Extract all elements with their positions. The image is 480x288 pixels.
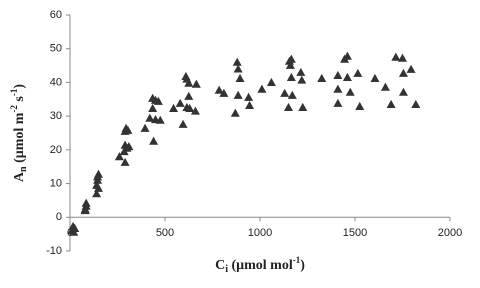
scatter-point: [178, 119, 188, 128]
label-part: (μmol mol: [228, 258, 293, 273]
scatter-point: [114, 152, 124, 161]
label-sup: -1: [293, 255, 301, 265]
scatter-point: [80, 204, 90, 213]
scatter-point: [184, 78, 194, 87]
scatter-point: [411, 99, 421, 108]
scatter-point: [219, 88, 229, 97]
label-part: s: [12, 96, 27, 106]
label-sup: -1: [9, 88, 19, 96]
y-tick-label: -10: [46, 245, 62, 257]
label-part: C: [215, 258, 225, 273]
scatter-point: [406, 64, 416, 73]
scatter-point: [285, 60, 295, 69]
scatter-point: [94, 183, 103, 192]
label-sup: -2: [9, 105, 19, 113]
x-tick-label: 1000: [248, 227, 272, 239]
scatter-point: [233, 64, 243, 73]
scatter-point: [398, 53, 407, 62]
y-tick-label: 60: [50, 9, 62, 21]
scatter-point: [93, 175, 103, 184]
scatter-point: [214, 85, 224, 94]
scatter-point: [120, 157, 130, 166]
y-tick-label: 10: [50, 177, 62, 189]
scatter-point: [94, 169, 103, 178]
label-sub: n: [18, 166, 29, 172]
scatter-point: [317, 73, 327, 82]
label-part: A: [12, 171, 27, 182]
scatter-point: [257, 84, 267, 93]
scatter-point: [169, 103, 179, 112]
scatter-point: [149, 136, 159, 145]
scatter-point: [232, 57, 242, 66]
scatter-point: [398, 68, 408, 77]
scatter-point: [81, 198, 91, 207]
scatter-point: [398, 87, 408, 96]
scatter-point: [284, 102, 293, 111]
scatter-point: [345, 87, 355, 96]
scatter-point: [185, 103, 195, 112]
scatter-point: [175, 98, 185, 107]
scatter-point: [235, 73, 245, 82]
scatter-point: [296, 67, 306, 76]
scatter-point: [245, 100, 255, 109]
scatter-point: [287, 90, 297, 99]
scatter-point: [342, 51, 352, 60]
scatter-point: [184, 91, 194, 100]
scatter-point: [286, 72, 296, 81]
y-tick-label: 0: [56, 211, 62, 223]
y-tick-label: 20: [50, 144, 62, 156]
scatter-point: [353, 68, 363, 77]
label-part: ): [12, 84, 27, 89]
label-part: (μmol m: [12, 112, 27, 166]
scatter-point: [342, 72, 352, 81]
scatter-point: [190, 106, 200, 115]
x-tick-label: 500: [156, 227, 174, 239]
scatter-point: [333, 98, 343, 107]
x-tick-label: 1500: [343, 227, 367, 239]
scatter-point: [230, 108, 240, 117]
y-axis-title: An (μmol m-2 s-1): [9, 84, 29, 182]
scatter-point: [92, 189, 102, 198]
label-part: ): [300, 258, 305, 273]
scatter-point: [266, 77, 276, 87]
y-tick-label: 50: [50, 43, 62, 55]
scatter-point: [155, 115, 165, 124]
x-axis-title: Ci (μmol mol-1): [215, 255, 305, 275]
scatter-point: [297, 75, 307, 84]
scatter-point: [145, 113, 155, 122]
scatter-point: [153, 96, 163, 105]
scatter-point: [140, 123, 150, 132]
y-tick-label: 30: [50, 110, 62, 122]
scatter-point: [233, 90, 243, 99]
scatter-point: [191, 79, 201, 88]
scatter-point: [286, 54, 296, 63]
scatter-point: [280, 88, 290, 97]
y-tick-label: 40: [50, 76, 62, 88]
scatter-point: [386, 99, 396, 108]
scatter-point: [380, 82, 390, 91]
scatter-point: [333, 70, 343, 79]
scatter-point: [391, 52, 401, 61]
scatter-point: [70, 223, 80, 233]
scatter-point: [124, 141, 134, 151]
scatter-point: [244, 92, 254, 101]
x-tick-label: 2000: [438, 227, 462, 239]
label-sub: i: [225, 264, 228, 275]
scatter-point: [148, 103, 158, 112]
scatter-point: [298, 102, 308, 111]
scatter-point: [123, 125, 133, 134]
scatter-point: [370, 73, 380, 82]
scatter-point: [333, 84, 343, 93]
scatter-point: [355, 101, 365, 110]
